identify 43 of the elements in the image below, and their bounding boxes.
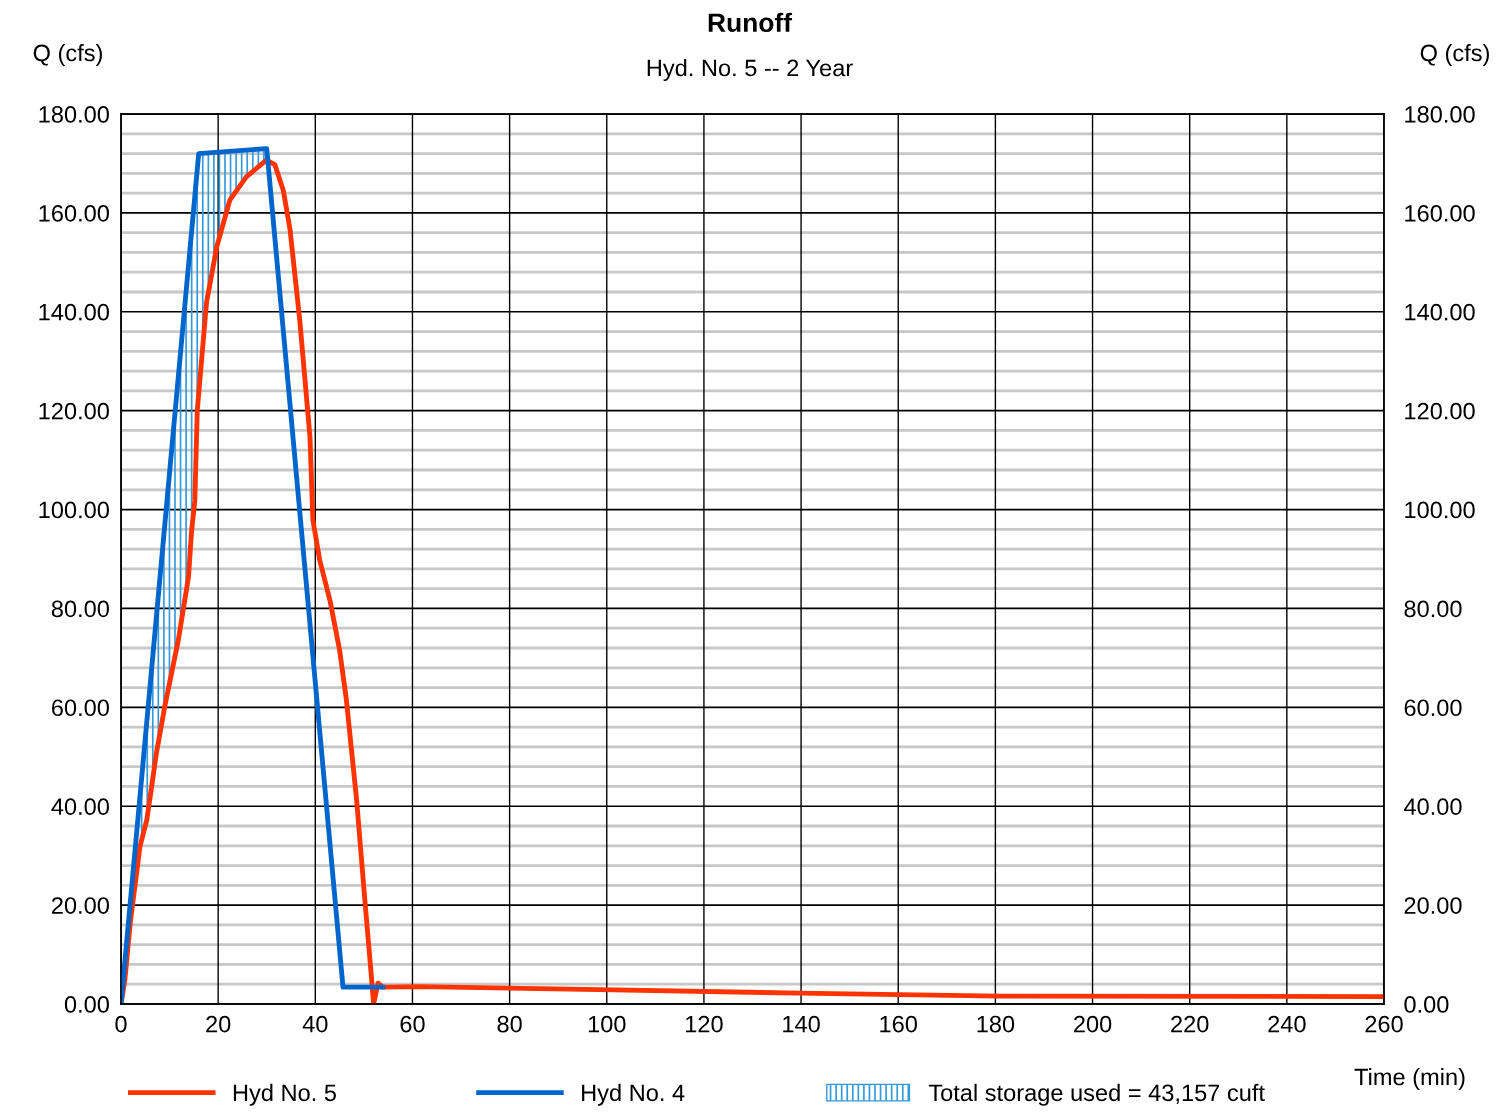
y-tick-label: 60.00 — [52, 699, 109, 717]
x-tick-label: 80 — [497, 1015, 522, 1033]
x-tick-label: 220 — [1171, 1015, 1209, 1033]
y-tick-label: 20.00 — [52, 897, 109, 914]
y2-tick-label: 20.00 — [1404, 897, 1462, 914]
legend-label: Hyd No. 5 — [233, 1083, 336, 1106]
y2-tick-label: 80.00 — [1404, 600, 1462, 618]
y-tick-label: 0.00 — [64, 996, 109, 1013]
y-tick-label: 120.00 — [39, 402, 109, 420]
x-tick-label: 0 — [115, 1015, 127, 1033]
x-tick-label: 60 — [400, 1015, 425, 1033]
y2-tick-label: 180.00 — [1405, 106, 1475, 123]
x-tick-label: 180 — [977, 1015, 1015, 1033]
x-tick-label: 260 — [1365, 1015, 1403, 1033]
y-tick-label: 160.00 — [39, 204, 109, 222]
x-tick-label: 140 — [783, 1015, 820, 1033]
x-tick-label: 40 — [302, 1015, 328, 1033]
x-tick-label: 20 — [206, 1015, 231, 1033]
y-tick-label: 40.00 — [51, 798, 109, 816]
y-tick-label: 80.00 — [51, 600, 109, 618]
y2-tick-label: 40.00 — [1403, 798, 1462, 816]
x-tick-label: 100 — [588, 1015, 626, 1033]
chart-title: Runoff — [708, 12, 793, 33]
y2-tick-label: 0.00 — [1404, 996, 1449, 1013]
x-tick-label: 120 — [686, 1015, 723, 1033]
x-axis-title: Time (min) — [1354, 1067, 1465, 1090]
x-tick-label: 200 — [1074, 1015, 1112, 1033]
y-tick-label: 140.00 — [39, 303, 109, 321]
y-tick-label: 100.00 — [39, 501, 109, 519]
y2-tick-label: 140.00 — [1405, 303, 1475, 321]
line-series — [121, 146, 386, 1004]
y2-tick-label: 60.00 — [1404, 699, 1462, 717]
y2-axis-title: Q (cfs) — [1420, 44, 1489, 66]
y-tick-label: 180.00 — [39, 106, 109, 123]
y2-tick-label: 120.00 — [1405, 402, 1475, 420]
chart-subtitle: Hyd. No. 5 -- 2 Year — [647, 59, 853, 81]
y-axis-title: Q (cfs) — [33, 44, 102, 66]
y2-tick-label: 100.00 — [1405, 501, 1475, 519]
legend-label: Hyd No. 4 — [582, 1083, 685, 1106]
x-tick-label: 160 — [880, 1015, 918, 1033]
y2-tick-label: 160.00 — [1405, 204, 1475, 222]
x-tick-label: 240 — [1268, 1015, 1306, 1033]
legend-label: Total storage used = 43,157 cuft — [928, 1083, 1265, 1106]
